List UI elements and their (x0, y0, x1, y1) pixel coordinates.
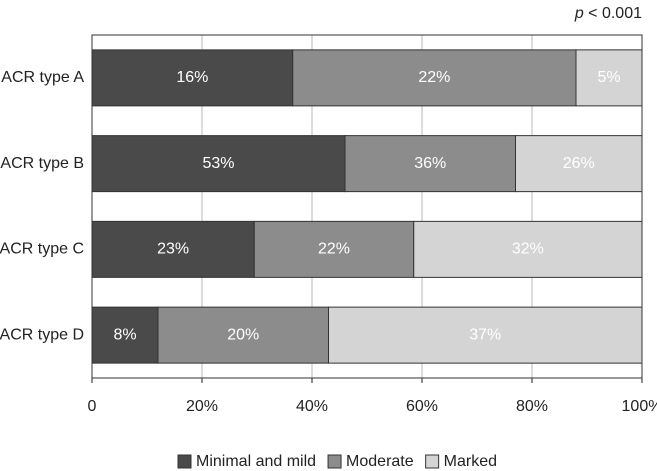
x-tick-label: 40% (296, 398, 328, 415)
annotation-italic: p (574, 5, 584, 22)
segment-label: 20% (227, 326, 259, 343)
segment-label: 37% (469, 326, 501, 343)
legend-label: Marked (444, 453, 497, 470)
y-tick-label: ACR type C (0, 241, 84, 258)
bar-segment (575, 49, 643, 107)
x-tick-label: 80% (516, 398, 548, 415)
y-tick-label: ACR type D (0, 326, 84, 343)
bar-segment (91, 220, 255, 278)
segment-label: 23% (157, 241, 189, 258)
annotation-text: < 0.001 (588, 5, 642, 22)
bar-segment (328, 306, 643, 364)
segment-label: 36% (414, 155, 446, 172)
legend-swatch (177, 454, 192, 469)
bar-segment (91, 135, 346, 193)
legend-label: Minimal and mild (196, 453, 316, 470)
segment-label: 16% (176, 69, 208, 86)
bar-segment (292, 49, 577, 107)
bar-segment (91, 49, 294, 107)
y-tick-label: ACR type A (1, 69, 84, 86)
legend-swatch (425, 454, 440, 469)
segment-label: 32% (512, 241, 544, 258)
x-tick-label: 60% (406, 398, 438, 415)
x-tick-label: 100% (622, 398, 657, 415)
legend-label: Moderate (346, 453, 414, 470)
bar-segment (515, 135, 643, 193)
segment-label: 22% (418, 69, 450, 86)
y-tick-label: ACR type B (0, 155, 84, 172)
legend-swatch (327, 454, 342, 469)
bar-segment (413, 220, 643, 278)
plot-frame (91, 34, 643, 379)
segment-label: 22% (318, 241, 350, 258)
bar-segment (344, 135, 516, 193)
bar-segment (157, 306, 329, 364)
segment-label: 26% (563, 155, 595, 172)
segment-label: 53% (202, 155, 234, 172)
annotation: p < 0.001 (574, 5, 642, 22)
bar-segment (91, 306, 159, 364)
x-tick-label: 20% (186, 398, 218, 415)
segment-label: 8% (113, 326, 136, 343)
segment-label: 5% (597, 69, 620, 86)
x-tick-label: 0 (88, 398, 97, 415)
